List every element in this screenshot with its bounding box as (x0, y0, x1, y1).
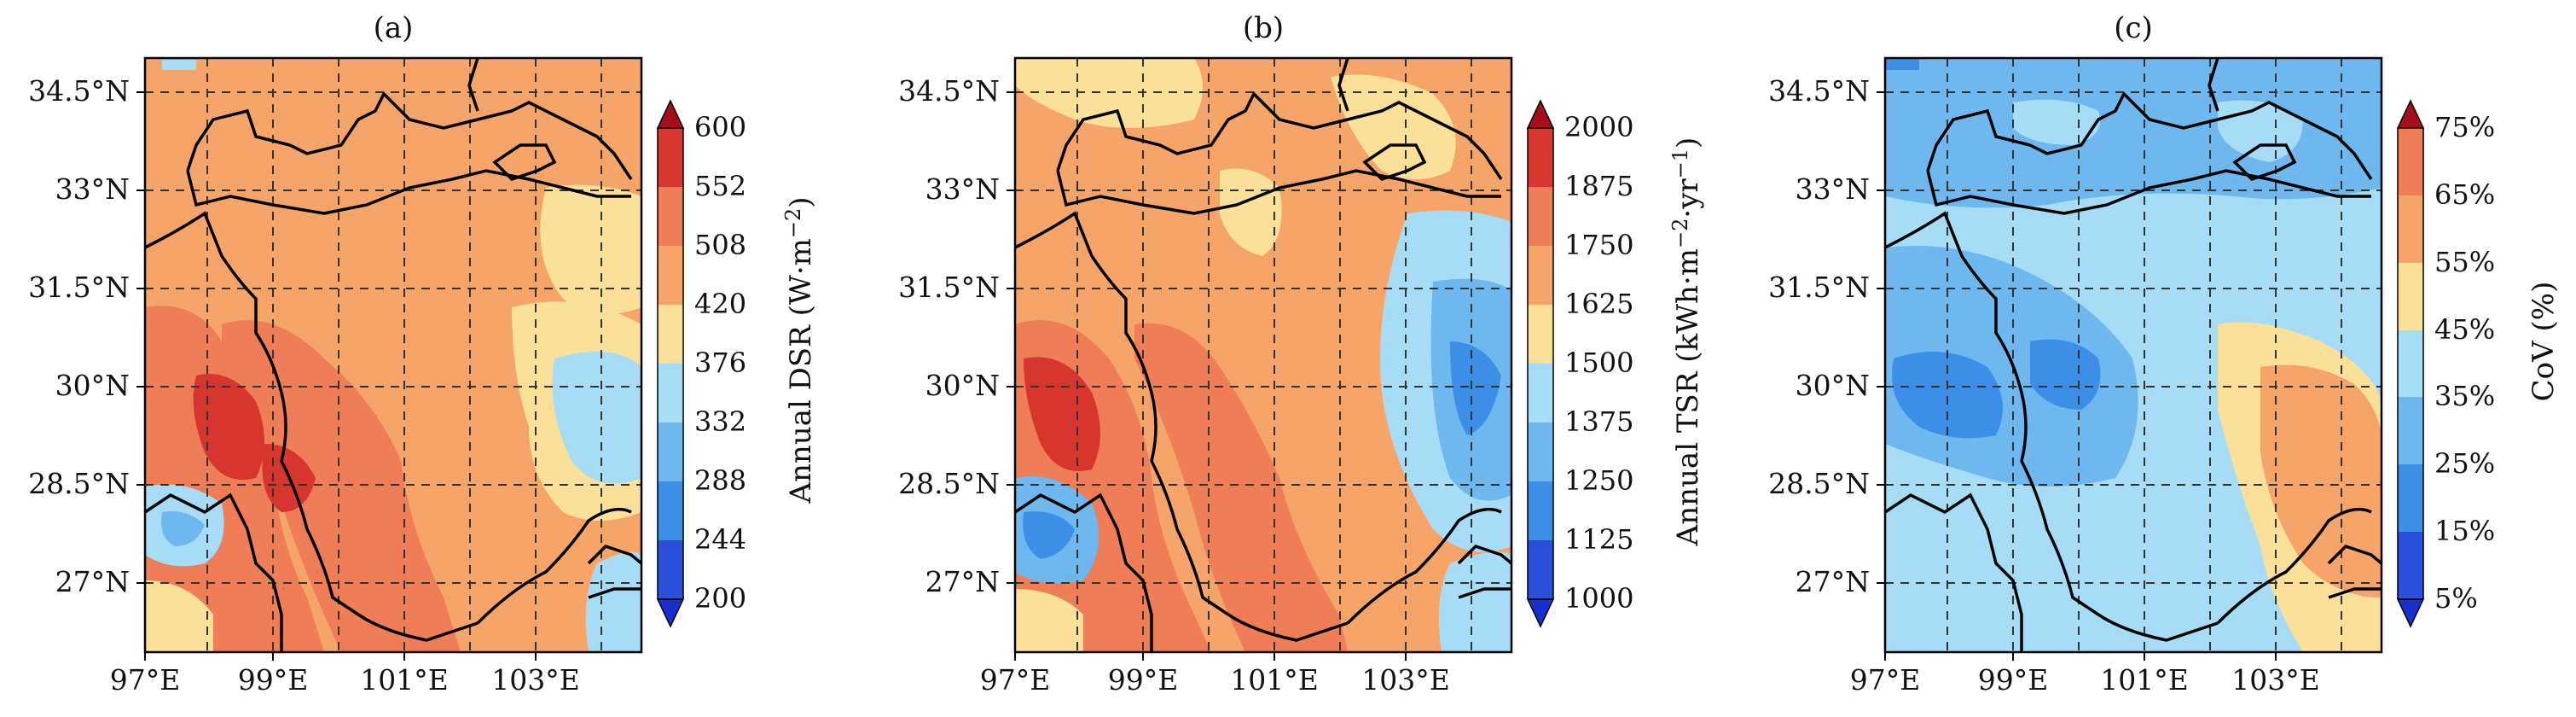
map-frame-b (1013, 56, 1513, 654)
colorbar-tick: 420 (694, 288, 746, 320)
colorbar-b: 2000 1875 1750 1625 1500 1375 1250 1125 … (1526, 99, 1705, 628)
colorbar-c: 75% 65% 55% 45% 35% 25% 15% 5% CoV (%) (2396, 99, 2561, 628)
lat-label: 31.5°N (898, 271, 1000, 304)
colorbar-tick: 75% (2434, 111, 2495, 143)
colorbar-tick: 1125 (1564, 523, 1633, 556)
panel-letter-c: (c) (2114, 11, 2153, 45)
lon-label: 101°E (2100, 663, 2189, 697)
map-field-a (145, 58, 641, 652)
grid-b (1015, 58, 1511, 652)
map-field-c (1885, 58, 2382, 652)
lat-label: 27°N (55, 565, 130, 598)
lat-label: 27°N (1796, 565, 1870, 598)
map-field-b (1015, 58, 1511, 652)
province-borders-a (145, 58, 641, 652)
colorbar-tick: 200 (694, 582, 746, 615)
lon-label: 99°E (1108, 663, 1179, 697)
grid-c (1885, 58, 2382, 652)
map-frame-a (143, 56, 643, 654)
colorbar-tick: 35% (2434, 380, 2495, 412)
lat-label: 33°N (1796, 172, 1870, 206)
province-borders-b (1015, 58, 1511, 652)
lat-label: 28.5°N (28, 467, 130, 500)
colorbar-tick: 288 (694, 464, 746, 497)
lon-label: 97°E (110, 663, 181, 697)
lat-label: 28.5°N (898, 467, 1000, 500)
lon-label: 97°E (980, 663, 1051, 697)
panel-a: (a) (28, 11, 818, 697)
lon-label: 101°E (1230, 663, 1319, 697)
panel-c: (c) (1768, 11, 2561, 697)
lat-label: 30°N (925, 369, 1000, 402)
colorbar-tick: 1250 (1564, 464, 1633, 497)
colorbar-tick: 65% (2434, 178, 2495, 211)
lat-label: 34.5°N (28, 74, 130, 108)
lat-label: 31.5°N (28, 271, 130, 304)
lat-axis-b: 34.5°N 33°N 31.5°N 30°N 28.5°N 27°N (898, 74, 1015, 598)
lon-label: 103°E (2231, 663, 2320, 697)
panel-letter-b: (b) (1243, 11, 1284, 45)
colorbar-tick: 1000 (1564, 582, 1633, 615)
colorbar-tick: 55% (2434, 246, 2495, 278)
province-borders-c (1885, 58, 2382, 652)
colorbar-tick: 552 (694, 170, 746, 202)
colorbar-tick: 376 (694, 347, 746, 379)
grid-a (145, 58, 641, 652)
colorbar-tick: 1625 (1564, 288, 1633, 320)
colorbar-tick: 332 (694, 405, 746, 438)
colorbar-tick: 2000 (1564, 111, 1633, 143)
lon-axis-c: 97°E 99°E 101°E 103°E (1850, 652, 2320, 697)
lat-label: 34.5°N (898, 74, 1000, 108)
colorbar-tick: 600 (694, 111, 746, 143)
colorbar-tick: 45% (2434, 313, 2495, 346)
lon-label: 99°E (238, 663, 309, 697)
colorbar-label-c: CoV (%) (2527, 282, 2561, 402)
lon-label: 99°E (1978, 663, 2049, 697)
colorbar-tick: 508 (694, 229, 746, 261)
lon-axis-b: 97°E 99°E 101°E 103°E (980, 652, 1450, 697)
lat-label: 28.5°N (1768, 467, 1870, 500)
colorbar-tick: 1500 (1564, 347, 1633, 379)
colorbar-tick: 1875 (1564, 170, 1633, 202)
colorbar-tick: 15% (2434, 515, 2495, 547)
lat-label: 33°N (925, 172, 1000, 206)
lat-label: 31.5°N (1768, 271, 1870, 304)
lat-label: 30°N (55, 369, 130, 402)
lon-label: 103°E (491, 663, 580, 697)
lat-label: 27°N (925, 565, 1000, 598)
lat-label: 34.5°N (1768, 74, 1870, 108)
lon-label: 97°E (1850, 663, 1921, 697)
panel-b: (b) (898, 11, 1705, 697)
lon-label: 103°E (1361, 663, 1450, 697)
lat-label: 33°N (55, 172, 130, 206)
lon-axis-a: 97°E 99°E 101°E 103°E (110, 652, 580, 697)
colorbar-a: 600 552 508 420 376 332 288 244 200 Annu… (656, 99, 818, 628)
lon-label: 101°E (360, 663, 449, 697)
lat-axis-c: 34.5°N 33°N 31.5°N 30°N 28.5°N 27°N (1768, 74, 1885, 598)
lat-label: 30°N (1796, 369, 1870, 402)
panel-letter-a: (a) (374, 11, 414, 45)
colorbar-label-a: Annual DSR (W·m−2) (781, 196, 818, 504)
colorbar-tick: 244 (694, 523, 746, 556)
colorbar-label-b: Annual TSR (kWh·m−2·yr−1) (1668, 137, 1705, 547)
colorbar-tick: 25% (2434, 447, 2495, 480)
colorbar-tick: 5% (2434, 582, 2478, 615)
colorbar-tick: 1750 (1564, 229, 1633, 261)
colorbar-tick: 1375 (1564, 405, 1633, 438)
map-frame-c (1883, 56, 2383, 654)
lat-axis-a: 34.5°N 33°N 31.5°N 30°N 28.5°N 27°N (28, 74, 145, 598)
